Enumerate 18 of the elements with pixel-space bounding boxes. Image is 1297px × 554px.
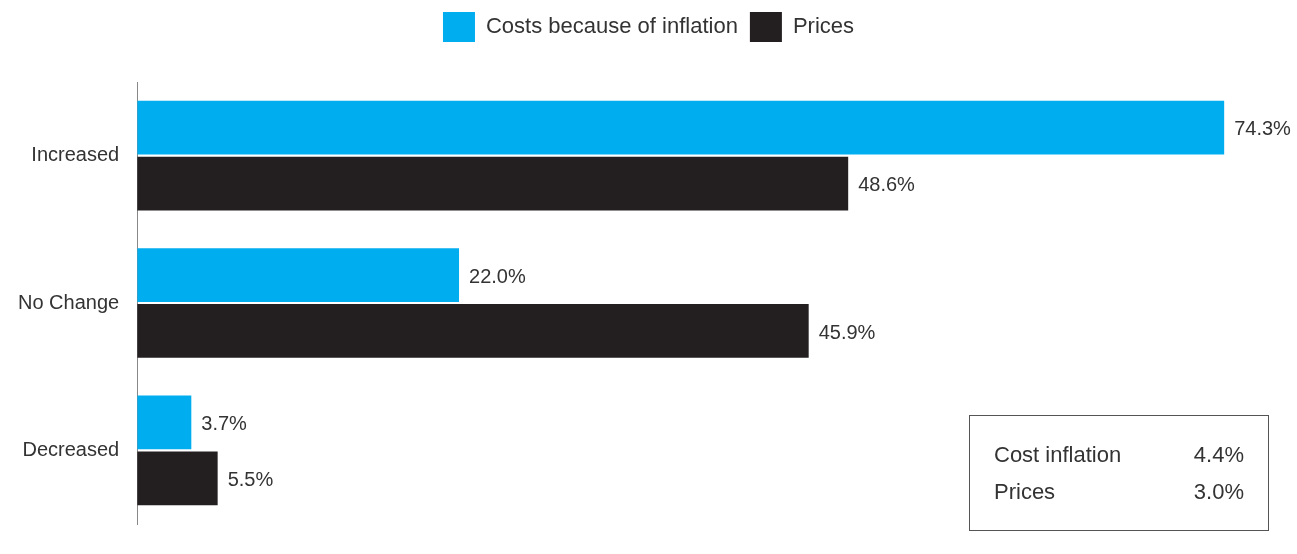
bar — [137, 395, 192, 450]
data-label: 74.3% — [1234, 117, 1292, 140]
data-label: 45.9% — [818, 320, 876, 343]
data-label: 3.7% — [201, 411, 248, 434]
legend-label: Prices — [792, 13, 855, 39]
bar — [137, 451, 218, 506]
legend-label: Costs because of inflation — [485, 13, 738, 39]
y-tick-label: Decreased — [22, 437, 120, 460]
y-tick-label: Increased — [31, 143, 120, 166]
bar — [137, 248, 460, 302]
y-tick-label: No Change — [17, 290, 120, 313]
bar — [137, 304, 809, 358]
data-label: 22.0% — [469, 264, 526, 287]
bar — [137, 100, 1225, 155]
data-label: 48.6% — [858, 173, 916, 196]
data-label: 5.5% — [227, 467, 274, 490]
bar — [137, 156, 849, 211]
note-box: Cost inflation 4.4% Prices 3.0% — [969, 415, 1269, 531]
